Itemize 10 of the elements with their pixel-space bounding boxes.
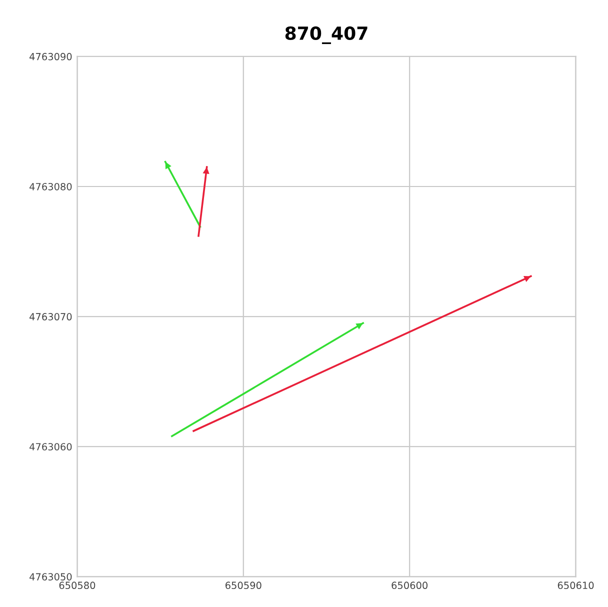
y-tick-label: 4763060 [30,443,72,450]
y-tick-label: 4763080 [30,182,72,190]
x-tick-label: 650610 [558,582,594,590]
y-tick-label: 4763050 [30,573,72,580]
x-tick-label: 650580 [59,582,96,590]
x-tick-label: 650600 [392,582,428,590]
y-tick-label: 4763090 [30,52,72,60]
x-tick-label: 650590 [226,582,262,590]
chart-title: 870_407 [285,26,368,44]
y-tick-label: 4763070 [30,313,72,320]
